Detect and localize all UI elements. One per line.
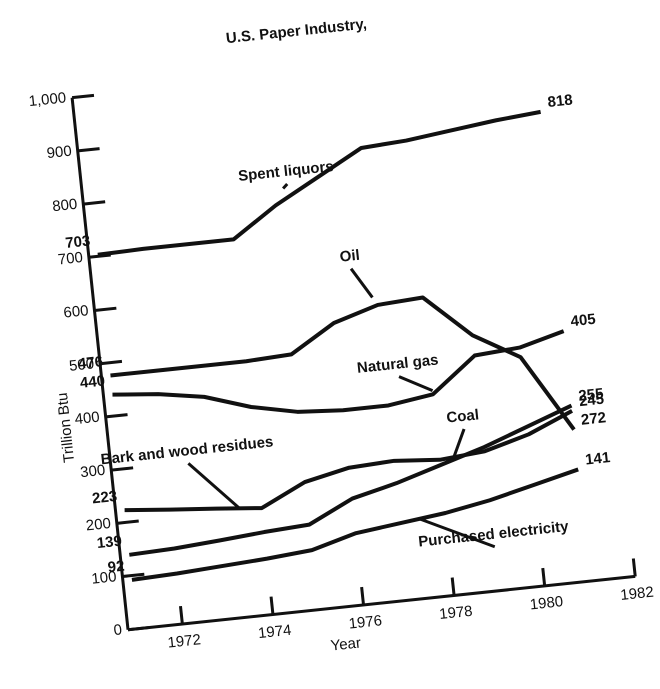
x-tick-label: 1978 [438, 603, 473, 623]
y-tick [99, 359, 123, 366]
pointer [187, 462, 240, 509]
end-label: 405 [570, 311, 597, 331]
series-name: Coal [446, 406, 480, 426]
start-label: 223 [91, 488, 118, 508]
y-tick [111, 466, 134, 472]
chart-title: U.S. Paper Industry, [225, 15, 367, 47]
y-tick-label: 200 [85, 515, 112, 535]
y-tick [94, 306, 117, 312]
series-name: Oil [339, 247, 361, 266]
x-tick [631, 558, 637, 577]
x-tick [360, 586, 366, 606]
y-tick [122, 572, 145, 579]
plot: U.S. Paper Industry, 0 100 200 300 400 500 600… [28, 15, 655, 654]
series-line [112, 329, 565, 414]
pointer [398, 375, 434, 393]
start-label: 139 [96, 533, 123, 553]
y-tick [116, 519, 139, 525]
start-label: 92 [107, 558, 125, 577]
series-name: Spent liquors [237, 158, 334, 185]
y-tick-label: 800 [51, 196, 78, 216]
end-label: 245 [578, 391, 605, 411]
x-tick [450, 577, 456, 596]
series-name: Bark and wood residues [100, 433, 274, 468]
y-tick [77, 147, 100, 153]
start-label: 703 [64, 232, 91, 252]
pointer [418, 517, 496, 549]
x-tick-label: 1976 [348, 612, 383, 632]
y-tick-label: 900 [46, 143, 73, 163]
start-label: 476 [77, 353, 104, 373]
y-axis-label: Trillion Btu [54, 392, 78, 464]
x-tick [178, 605, 184, 625]
end-label: 141 [584, 449, 611, 469]
x-axis [127, 574, 636, 632]
y-tick [71, 93, 95, 100]
y-tick-label: 700 [57, 249, 84, 269]
x-tick-label: 1972 [167, 631, 202, 651]
series-line [97, 109, 541, 257]
series-line [131, 467, 579, 582]
y-tick-label: 600 [63, 302, 90, 322]
series-line [124, 409, 573, 513]
x-axis-label: Year [330, 634, 362, 654]
y-tick [105, 413, 128, 419]
y-tick-label: 300 [79, 462, 106, 482]
x-tick-label: 1974 [257, 622, 292, 642]
start-label: 440 [79, 372, 106, 392]
x-tick-label: 1982 [620, 584, 655, 604]
y-tick [127, 625, 151, 632]
y-tick-label: 0 [113, 621, 123, 639]
series-name: Natural gas [356, 351, 439, 376]
y-tick-label: 1,000 [28, 89, 67, 110]
y-tick [83, 200, 106, 206]
end-label: 255 [578, 385, 605, 405]
y-tick-label: 100 [91, 568, 118, 588]
pointer [281, 182, 289, 190]
x-tick-label: 1980 [529, 593, 564, 613]
series-line [129, 403, 573, 557]
x-tick [269, 596, 275, 615]
pointer [349, 267, 374, 299]
pointer [452, 428, 466, 459]
end-label: 272 [580, 409, 607, 429]
series-line [110, 295, 576, 431]
y-tick-label: 400 [74, 409, 101, 429]
end-label: 818 [547, 92, 574, 112]
y-tick-label: 500 [68, 355, 95, 375]
x-tick [541, 567, 547, 587]
